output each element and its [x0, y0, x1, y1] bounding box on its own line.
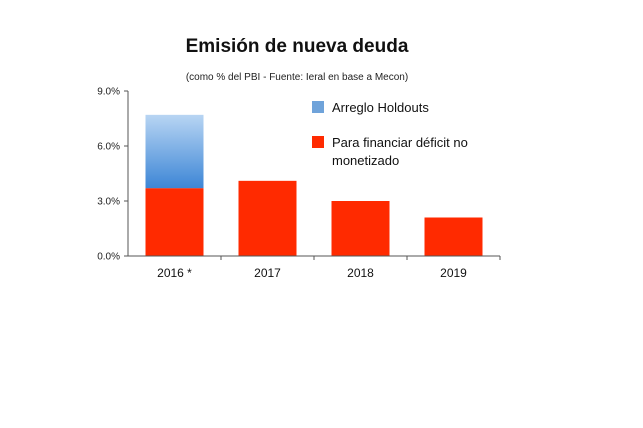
bar-holdouts: [145, 114, 204, 189]
y-tick-label: 0.0%: [97, 252, 120, 263]
bar-deficit: [145, 188, 204, 256]
legend-swatch-deficit: [312, 136, 324, 148]
x-tick-label: 2016 *: [157, 266, 192, 280]
x-tick-label: 2018: [347, 266, 374, 280]
chart-title: Emisión de nueva deuda: [186, 36, 409, 57]
x-tick-label: 2017: [254, 266, 281, 280]
y-tick-label: 3.0%: [97, 197, 120, 208]
y-tick-label: 6.0%: [97, 142, 120, 153]
legend-label-holdouts: Arreglo Holdouts: [332, 100, 429, 115]
bar-deficit: [238, 180, 297, 256]
x-axis: 2016 * 2017 2018 2019: [128, 255, 501, 280]
legend: Arreglo Holdouts Para financiar déficit …: [312, 100, 468, 168]
chart-subtitle: (como % del PBI - Fuente: Ieral en base …: [186, 72, 408, 83]
bars: [145, 114, 483, 256]
x-tick-label: 2019: [440, 266, 467, 280]
y-tick-label: 9.0%: [97, 87, 120, 98]
bar-deficit: [331, 201, 390, 256]
bar-deficit: [424, 217, 483, 256]
y-axis: 0.0% 3.0% 6.0% 9.0%: [97, 87, 129, 263]
legend-label-deficit: Para financiar déficit no monetizado: [332, 135, 468, 168]
legend-swatch-holdouts: [312, 101, 324, 113]
